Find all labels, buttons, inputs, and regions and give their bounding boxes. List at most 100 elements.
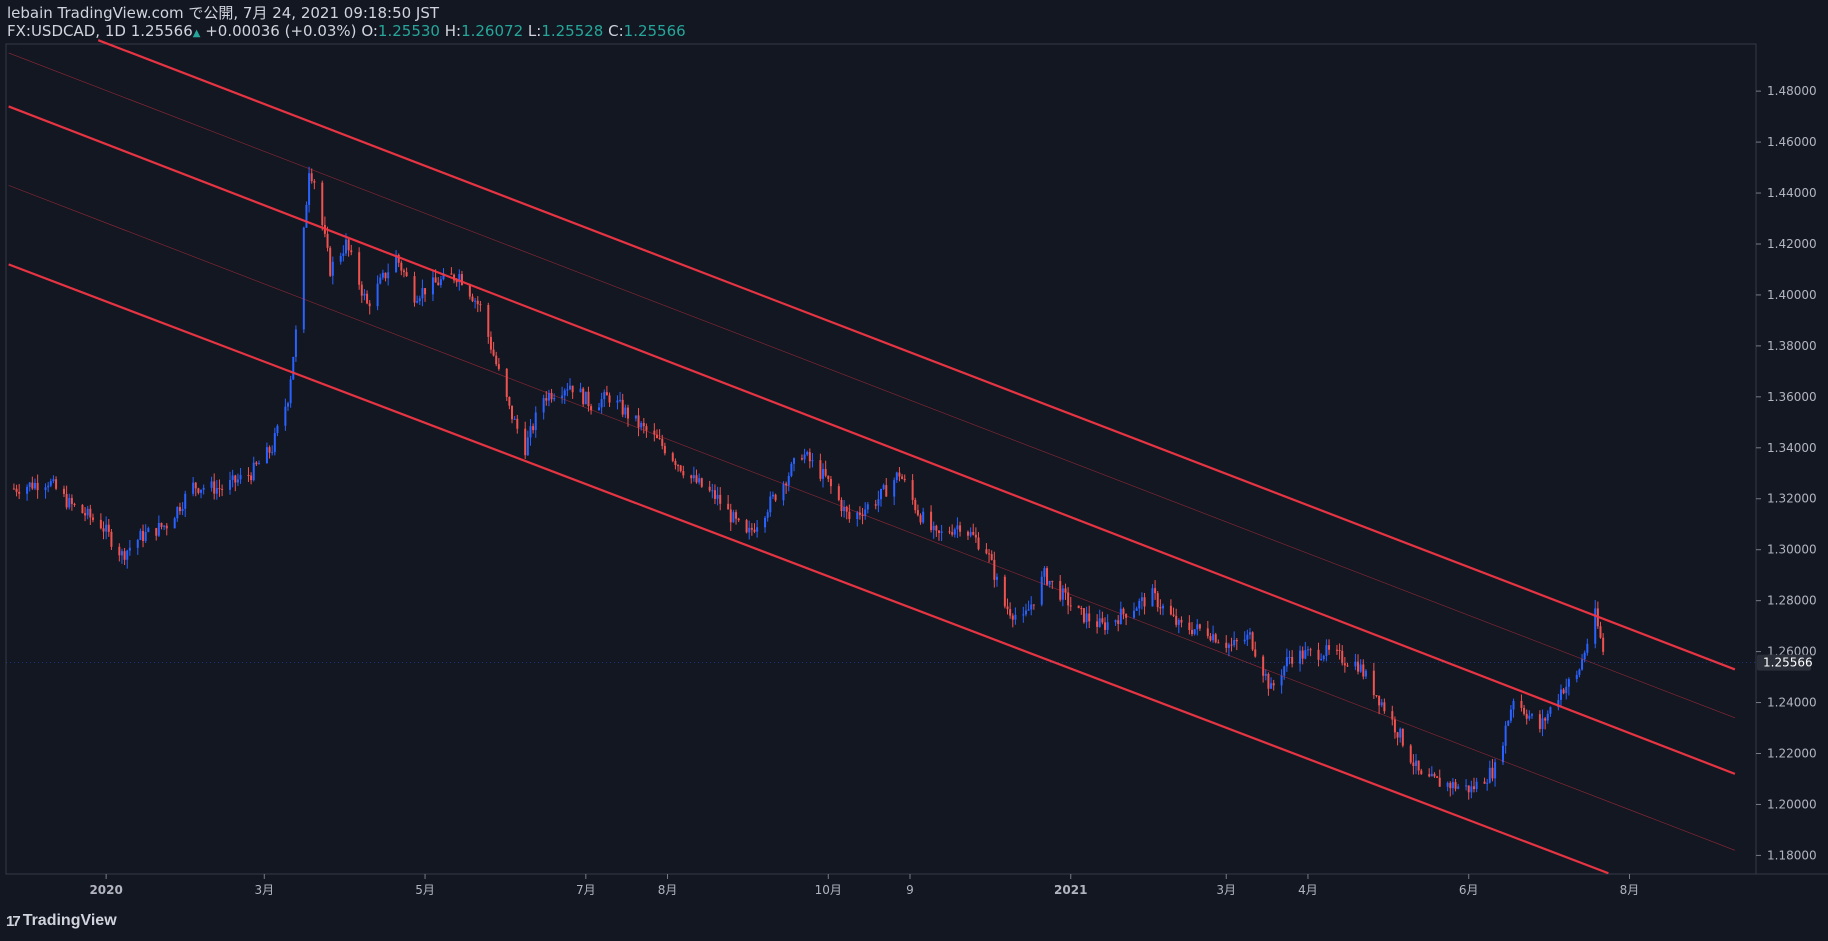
candle-body: [1209, 636, 1212, 641]
candle-body: [1225, 642, 1228, 648]
price-axis[interactable]: 1.48000 1.46000 1.44000 1.42000 1.40000 1.380…: [1756, 84, 1817, 862]
candle-body: [1391, 711, 1394, 720]
candle-body: [1357, 661, 1360, 672]
candle-body: [840, 499, 843, 512]
candle-body: [1106, 622, 1109, 630]
candle-body: [803, 454, 806, 460]
candle-body: [321, 182, 324, 225]
candle-body: [671, 453, 674, 461]
price-tick-label: 1.38000: [1767, 339, 1817, 353]
price-tick-label: 1.42000: [1767, 237, 1817, 251]
channel-line-middle[interactable]: [8, 105, 1736, 775]
low-label: L:: [527, 22, 542, 40]
candle-body: [516, 418, 519, 429]
candle-body: [339, 255, 342, 262]
channel-line-lower[interactable]: [8, 263, 1609, 875]
candle-body: [1362, 664, 1365, 677]
candle-body: [745, 520, 748, 533]
candle-body: [877, 499, 880, 506]
candle-body: [692, 475, 695, 479]
candle-body: [28, 482, 31, 487]
candle-body: [184, 493, 187, 509]
candle-body: [265, 447, 268, 464]
candle-body: [1177, 619, 1180, 625]
candle-body: [1420, 770, 1423, 775]
candle-body: [1304, 650, 1307, 659]
candle-body: [1401, 728, 1404, 746]
candle-body: [901, 476, 904, 479]
candle-body: [1415, 760, 1418, 766]
candle-body: [1117, 620, 1120, 625]
candle-body: [489, 336, 492, 350]
candle-body: [73, 503, 76, 505]
candle-body: [1198, 624, 1201, 629]
candle-body: [1248, 632, 1251, 635]
candle-body: [70, 497, 73, 504]
candle-body: [735, 512, 738, 519]
candle-body: [1525, 713, 1528, 719]
candle-body: [215, 488, 218, 494]
channel-line-upper[interactable]: [97, 39, 1736, 671]
candle-body: [431, 277, 434, 295]
last-price: 1.25566: [130, 22, 193, 40]
channel-line-lower-mid[interactable]: [8, 185, 1736, 851]
time-tick-label: 3月: [1216, 883, 1236, 897]
candle-body: [342, 253, 345, 256]
candle-body: [181, 508, 184, 512]
candle-body: [110, 531, 113, 547]
candle-body: [1067, 592, 1070, 606]
candle-body: [866, 504, 869, 510]
candle-body: [732, 512, 735, 523]
symbol-label[interactable]: FX:USDCAD, 1D: [7, 22, 126, 40]
candle-body: [600, 399, 603, 408]
candle-body: [418, 298, 421, 302]
candle-body: [1328, 645, 1331, 650]
candle-body: [36, 482, 39, 491]
candle-body: [1322, 655, 1325, 660]
candle-body: [930, 511, 933, 531]
candle-body: [956, 525, 959, 530]
candle-body: [165, 525, 168, 529]
candle-body: [1156, 593, 1159, 608]
candle-body: [1264, 673, 1267, 676]
candle-body: [308, 173, 311, 205]
candle-body: [1151, 588, 1154, 607]
candle-body: [68, 497, 71, 508]
candle-body: [769, 496, 772, 513]
candle-body: [1227, 644, 1230, 648]
candle-body: [1206, 628, 1209, 637]
candle-body: [273, 433, 276, 452]
candle-body: [1119, 608, 1122, 625]
candle-body: [695, 475, 698, 483]
candle-body: [1359, 664, 1362, 672]
candle-body: [505, 368, 508, 397]
price-tick-label: 1.24000: [1767, 696, 1817, 710]
candle-body: [587, 391, 590, 407]
candle-body: [144, 531, 147, 541]
candle-body: [566, 389, 569, 391]
candle-body: [969, 532, 972, 536]
candle-body: [1101, 618, 1104, 623]
tradingview-logo[interactable]: 17 TradingView: [6, 912, 117, 930]
time-tick-label: 10月: [815, 883, 842, 897]
candle-body: [951, 532, 954, 535]
candle-body: [822, 468, 825, 479]
candle-body: [1046, 568, 1049, 585]
channel-lines[interactable]: [8, 39, 1736, 875]
candle-body: [940, 531, 943, 533]
time-axis[interactable]: 2020 3月 5月 7月 8月 10月 9 2021 3月 4月 6月 8月: [89, 874, 1639, 897]
candle-body: [603, 392, 606, 400]
channel-line-upper-mid[interactable]: [8, 52, 1736, 719]
candle-body: [86, 508, 89, 516]
candle-body: [1375, 695, 1378, 697]
price-tick-label: 1.28000: [1767, 594, 1817, 608]
candle-body: [1538, 714, 1541, 729]
price-tick-label: 1.44000: [1767, 186, 1817, 200]
candle-body: [1528, 715, 1531, 719]
candle-body: [1436, 776, 1439, 778]
candle-body: [713, 490, 716, 499]
candle-body: [468, 284, 471, 297]
price-tick-label: 1.32000: [1767, 492, 1817, 506]
candle-body: [1051, 580, 1054, 582]
